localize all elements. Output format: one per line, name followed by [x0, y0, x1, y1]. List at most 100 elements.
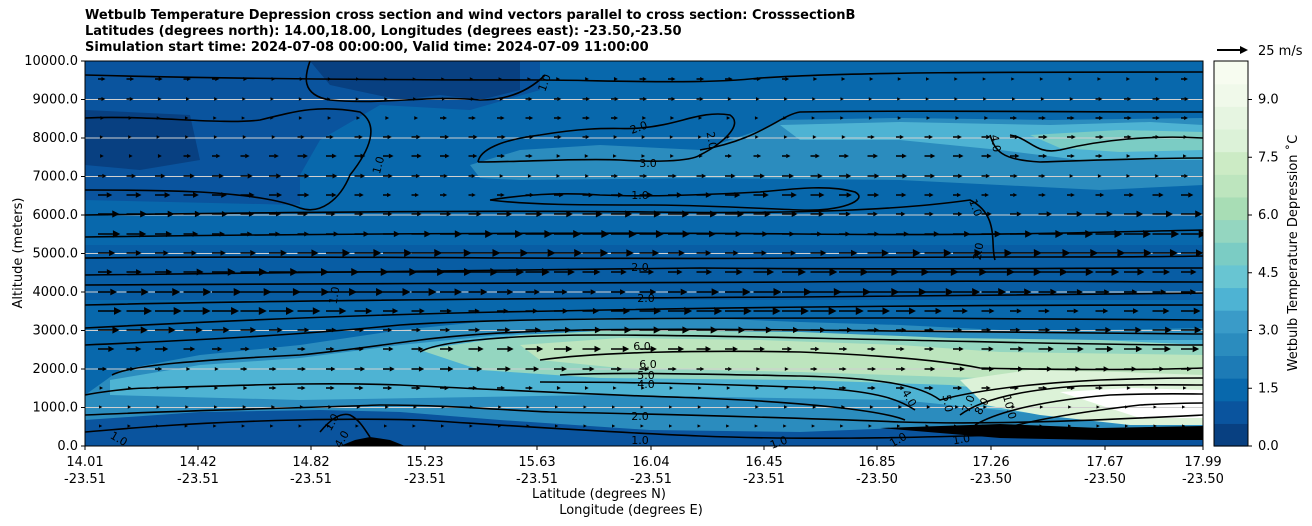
wind-vector-arrowhead	[943, 249, 952, 257]
contour-labels: 1.0 2.0 2.0 3.0 1.0 4.0 1.0 1.0 2.0 2.0 …	[108, 72, 1019, 451]
wind-vector-arrowhead	[99, 135, 104, 139]
wind-vector-arrowhead	[158, 367, 163, 371]
wind-vector-arrowhead	[641, 154, 646, 158]
wind-vector-arrowhead	[129, 97, 134, 101]
wind-vector-arrowhead	[1011, 77, 1015, 81]
wind-vector-arrowhead	[1033, 249, 1042, 257]
contour-label: 1.0	[768, 434, 789, 452]
wind-vector-arrowhead	[926, 405, 931, 409]
wind-vector-arrowhead	[416, 385, 421, 391]
wind-vector-arrowhead	[1166, 210, 1174, 218]
wind-vector-arrowhead	[929, 385, 934, 391]
wind-vector-arrowhead	[445, 153, 450, 159]
wind-vector-arrowhead	[1025, 230, 1033, 238]
wind-vector-arrowhead	[276, 192, 283, 198]
wind-vector-arrowhead	[215, 77, 220, 81]
wind-vector-arrowhead	[818, 211, 825, 217]
wind-vector-arrowhead	[301, 366, 306, 372]
wind-vector-arrowhead	[1070, 115, 1075, 121]
wind-vector-arrowhead	[1071, 134, 1076, 140]
wind-vector-arrowhead	[653, 326, 661, 334]
wind-vector-arrowhead	[765, 326, 773, 334]
colorbar-frame	[1213, 60, 1249, 447]
wind-vector-arrowhead	[1050, 288, 1057, 296]
wind-vector-arrowhead	[897, 116, 902, 120]
wind-vector-arrowhead	[926, 116, 931, 120]
wind-vector-arrowhead	[829, 268, 838, 276]
wind-vector-arrowhead	[1158, 192, 1164, 198]
wind-vector-arrowhead	[503, 308, 509, 314]
wind-vector-arrowhead	[106, 192, 113, 198]
contour-label: 2.0	[631, 261, 649, 274]
wind-vector-arrowhead	[1099, 115, 1104, 121]
wind-vector-arrowhead	[1044, 308, 1050, 314]
wind-vector-arrowhead	[388, 153, 394, 159]
wind-vector-arrowhead	[1039, 405, 1044, 409]
wind-vector-arrowhead	[760, 346, 765, 352]
wind-vector-arrowhead	[160, 173, 166, 179]
wind-vector-arrowhead	[840, 116, 844, 120]
wind-vector-arrowhead	[574, 249, 583, 257]
contour-line	[559, 372, 1203, 401]
wind-vector-arrowhead	[757, 153, 762, 159]
colorbar-ticks: 0.0 1.5 3.0 4.5 6.0 7.5 9.0	[1248, 93, 1279, 454]
wind-vector-arrowhead	[1046, 211, 1053, 217]
wind-vector-arrowhead	[1143, 249, 1152, 257]
wind-vector-arrowhead	[761, 250, 767, 256]
wind-vector-arrowhead	[1135, 326, 1142, 334]
wind-vector-arrowhead	[1070, 153, 1075, 159]
wind-vector-arrowhead	[987, 211, 992, 217]
wind-vector-arrowhead	[989, 366, 995, 372]
wind-vector-arrowhead	[669, 135, 674, 139]
wind-vector-arrowhead	[555, 405, 559, 409]
wind-vector-arrowhead	[738, 326, 746, 334]
wind-vector-arrowhead	[419, 308, 425, 314]
wind-vector-arrowhead	[1042, 153, 1048, 159]
wind-vector-arrowhead	[219, 231, 225, 237]
x-tick-label-lon: -23.51	[630, 472, 672, 487]
wind-vector-arrowhead	[817, 231, 823, 237]
wind-vector-arrowhead	[755, 405, 759, 409]
wind-vector-arrowhead	[786, 153, 791, 159]
wind-vector-arrowhead	[714, 307, 723, 315]
wind-vector-arrowhead	[196, 326, 203, 334]
wind-vector-arrowhead	[653, 210, 662, 218]
wind-vector-arrowhead	[918, 288, 927, 296]
wind-vector-arrowhead	[272, 366, 277, 372]
field-upper-dark	[85, 61, 540, 205]
wind-vector-arrowhead	[1041, 174, 1046, 178]
wind-vector-arrowhead	[929, 192, 934, 198]
contour-line	[989, 134, 1203, 163]
wind-vector-arrowhead	[989, 308, 995, 314]
wind-vector-arrowhead	[233, 288, 242, 296]
colorbar-segment	[1214, 196, 1248, 221]
wind-vector-arrowhead	[474, 308, 480, 314]
wind-vector-arrowhead	[1085, 230, 1094, 238]
wind-vector-arrowhead	[756, 76, 761, 82]
wind-vector-arrowhead	[588, 192, 594, 198]
wind-vector-arrowhead	[286, 307, 295, 315]
contour-line	[85, 107, 372, 211]
colorbar-tick-label: 4.5	[1258, 266, 1279, 281]
y-tick-label: 1000.0	[33, 401, 79, 416]
wind-vector-arrowhead	[622, 345, 630, 353]
wind-vector-arrowhead	[1068, 77, 1073, 81]
wind-vector-arrowhead	[321, 288, 330, 296]
wind-vector-arrowhead	[811, 424, 816, 428]
wind-vector-arrowhead	[1059, 268, 1068, 276]
wind-vector-arrowhead	[185, 135, 189, 139]
wind-vector-arrowhead	[331, 211, 336, 217]
wind-vector-arrowhead	[156, 424, 160, 428]
wind-vector-arrowhead	[1011, 405, 1016, 409]
wind-vector-arrowhead	[342, 249, 351, 257]
wind-vector-arrowhead	[929, 211, 934, 217]
wind-vector-arrowhead	[247, 173, 253, 179]
wind-vector-arrowhead	[1070, 192, 1075, 198]
wind-vector-arrowhead	[331, 192, 337, 198]
wind-vector-arrowhead	[186, 97, 190, 101]
wind-vector-arrowhead	[820, 249, 827, 257]
wind-vector-arrowhead	[527, 77, 531, 81]
wind-vectors	[98, 76, 1203, 428]
contour-label: 1.0	[327, 286, 343, 305]
wind-vector-arrowhead	[349, 288, 358, 296]
